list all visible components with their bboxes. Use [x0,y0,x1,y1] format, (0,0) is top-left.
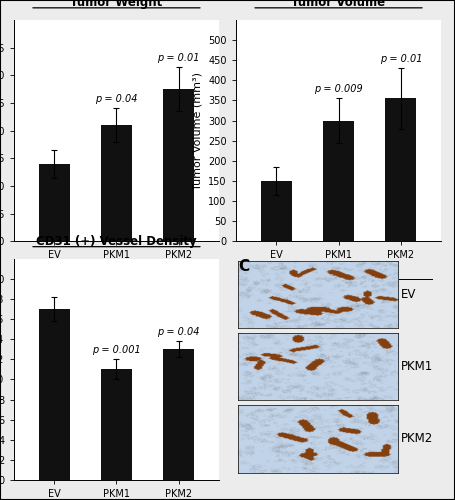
Text: p = 0.04: p = 0.04 [157,327,200,337]
Bar [39,164,70,241]
Text: p = 0.001: p = 0.001 [92,345,141,355]
Text: p = 0.04: p = 0.04 [95,94,138,104]
Text: p = 0.009: p = 0.009 [314,84,363,94]
Text: PKM2: PKM2 [401,432,433,446]
Bar [261,181,292,241]
Text: 2: 2 [144,301,151,311]
Bar [101,125,132,241]
Bar [101,370,132,480]
Text: p = 0.01: p = 0.01 [157,52,200,62]
Text: p = 0.01: p = 0.01 [379,54,422,64]
Text: Fold:: Fold: [242,301,271,311]
Text: EV: EV [401,288,416,302]
Text: 2: 2 [304,301,311,311]
Title: CD31 (+) Vessel Density: CD31 (+) Vessel Density [36,235,197,248]
Text: 1.5: 1.5 [76,301,95,311]
Text: Fold:: Fold: [20,301,49,311]
Title: Tumor Volume: Tumor Volume [292,0,385,9]
Bar [323,120,354,241]
Bar [39,309,70,480]
Bar [385,98,416,241]
Title: Tumor Weight: Tumor Weight [71,0,162,9]
Text: 2.4: 2.4 [360,301,379,311]
Bar [163,89,194,241]
Y-axis label: Tumor Volume (mm³): Tumor Volume (mm³) [192,72,202,190]
Text: C: C [238,259,249,274]
Text: PKM1: PKM1 [401,360,433,374]
Bar [163,350,194,480]
